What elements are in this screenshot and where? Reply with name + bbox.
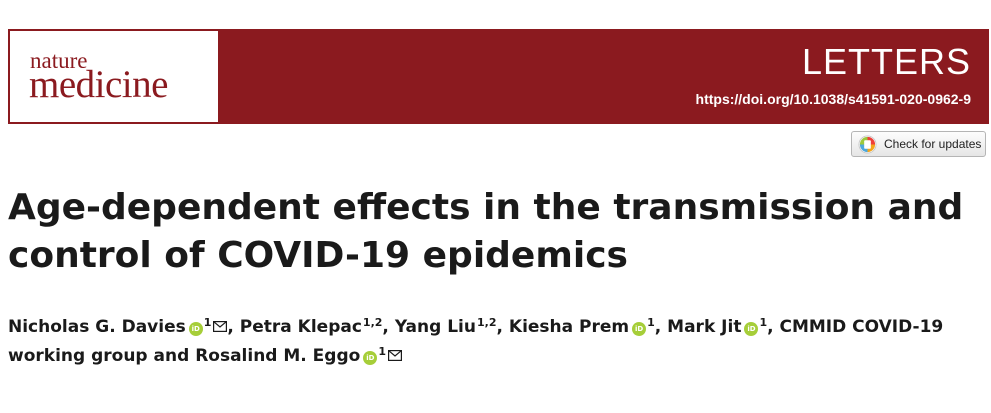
author-group[interactable]: CMMID COVID-19 working group and (8, 317, 944, 366)
author-separator: , (654, 317, 668, 337)
author-name[interactable]: Yang Liu (394, 317, 476, 337)
author-name[interactable]: Rosalind M. Eggo (195, 346, 361, 366)
affiliation-superscript: 1 (378, 345, 386, 358)
author-separator: , (767, 317, 780, 337)
envelope-icon[interactable] (387, 350, 402, 361)
author-name[interactable]: Nicholas G. Davies (8, 317, 186, 337)
affiliation-superscript: 1 (203, 316, 212, 329)
author-name[interactable]: Petra Klepac (239, 317, 362, 337)
journal-logo[interactable]: nature medicine (8, 29, 220, 124)
logo-medicine-text: medicine (29, 63, 168, 106)
orcid-icon[interactable]: iD (188, 322, 203, 336)
logo-nature-text: nature (30, 48, 88, 73)
doi-link[interactable]: https://doi.org/10.1038/s41591-020-0962-… (695, 91, 971, 107)
crossmark-icon (858, 134, 877, 154)
check-for-updates-button[interactable]: Check for updates (851, 131, 986, 157)
author-name[interactable]: Mark Jit (667, 317, 742, 337)
affiliation-superscript: 1,2 (477, 316, 497, 329)
author-name[interactable]: Kiesha Prem (508, 317, 630, 337)
orcid-icon[interactable]: iD (632, 322, 647, 336)
article-title: Age-dependent effects in the transmissio… (8, 184, 968, 280)
author-list: Nicholas G. Davies iD 1, Petra Klepac1,2, … (8, 313, 983, 371)
envelope-icon[interactable] (213, 321, 228, 332)
affiliation-superscript: 1,2 (362, 316, 383, 329)
title-line-1: Age-dependent effects in the transmissio… (8, 187, 964, 228)
affiliation-superscript: 1 (647, 316, 655, 329)
author-separator: , (496, 317, 509, 337)
orcid-icon[interactable]: iD (744, 322, 759, 336)
affiliation-superscript: 1 (759, 316, 768, 329)
author-separator: , (382, 317, 395, 337)
check-for-updates-label: Check for updates (884, 137, 982, 151)
author-separator: , (227, 317, 240, 337)
section-label: LETTERS (801, 41, 971, 82)
title-line-2: control of COVID-19 epidemics (8, 235, 628, 276)
orcid-icon[interactable]: iD (363, 351, 378, 365)
